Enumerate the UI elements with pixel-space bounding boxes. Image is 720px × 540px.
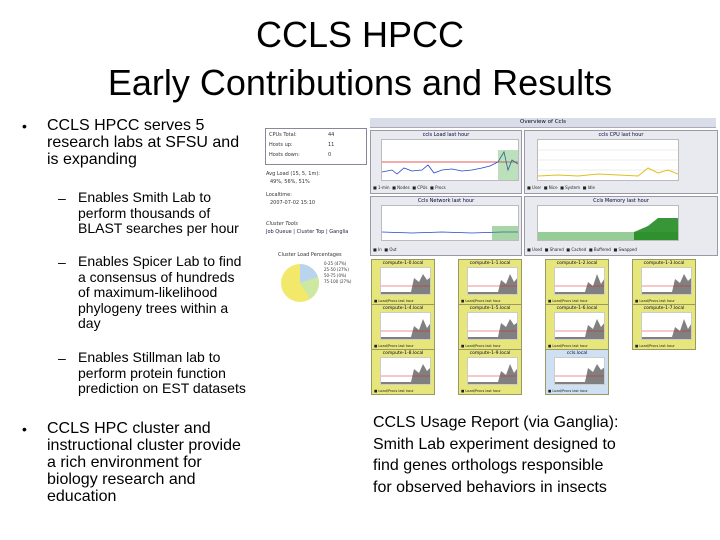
node-graph-legend: ■ Load/Procs last hour	[461, 299, 501, 303]
load-graph-plot	[382, 150, 518, 180]
pie-title: Cluster Load Percentages	[278, 252, 342, 258]
node-graph-plot	[467, 312, 518, 340]
bullet-marker: •	[22, 118, 27, 134]
bullet-serves-labs: CCLS HPCC serves 5 research labs at SFSU…	[47, 117, 240, 168]
node-graph-compute-1-3-local[interactable]: compute-1-3.local ■ Load/Procs last hour	[632, 259, 696, 305]
node-graph-legend: ■ Load/Procs last hour	[635, 299, 675, 303]
node-graph-ccls-local[interactable]: ccls.local ■ Load/Procs last hour	[545, 349, 609, 395]
node-graph-legend: ■ Load/Procs last hour	[461, 389, 501, 393]
node-graph-compute-1-4-local[interactable]: compute-1-4.local ■ Load/Procs last hour	[371, 304, 435, 350]
node-graph-title: ccls.local	[566, 351, 588, 356]
node-graph-plot	[554, 267, 605, 295]
node-graph-plot	[467, 357, 518, 385]
graph-cpu-last-hour[interactable]: ccls CPU last hour ■ User ■ Nice ■ Syste…	[524, 130, 718, 194]
node-graph-plot	[380, 267, 431, 295]
node-graph-title: compute-1-1.local	[469, 261, 511, 266]
sub-bullet-smith: Enables Smith Lab to perform thousands o…	[78, 189, 239, 236]
dash-marker: –	[58, 254, 66, 270]
memory-graph-plot	[538, 218, 678, 240]
sub-bullet-stillman: Enables Stillman lab to perform protein …	[78, 349, 246, 396]
network-graph-plot	[382, 226, 518, 240]
summary-table: CPUs Total: 44 Hosts up: 11 Hosts down: …	[265, 128, 367, 165]
node-graph-compute-1-5-local[interactable]: compute-1-5.local ■ Load/Procs last hour	[458, 304, 522, 350]
cpu-graph-plot	[538, 149, 678, 177]
node-graph-legend: ■ Load/Procs last hour	[461, 344, 501, 348]
node-graph-title: compute-1-9.local	[469, 351, 511, 356]
node-graph-compute-1-7-local[interactable]: compute-1-7.local ■ Load/Procs last hour	[632, 304, 696, 350]
node-graph-compute-1-2-local[interactable]: compute-1-2.local ■ Load/Procs last hour	[545, 259, 609, 305]
node-graph-plot	[380, 312, 431, 340]
node-graph-title: compute-1-3.local	[643, 261, 685, 266]
localtime-value: 2007-07-02 15:10	[270, 200, 316, 206]
slide-title-line1: CCLS HPCC	[255, 14, 465, 55]
node-graph-legend: ■ Load/Procs last hour	[635, 344, 675, 348]
graph-memory-last-hour[interactable]: Ccls Memory last hour ■ Used ■ Shared ■ …	[524, 196, 718, 256]
cluster-load-pie-panel: Cluster Load Percentages 0-25 (47%) 25-5…	[276, 252, 366, 307]
node-graph-title: compute-1-7.local	[643, 306, 685, 311]
cluster-tools-label: Cluster Tools	[266, 221, 298, 227]
pie-slice-blue	[300, 264, 318, 283]
node-graph-legend: ■ Load/Procs last hour	[548, 344, 588, 348]
node-graph-plot	[554, 357, 605, 385]
localtime-label: Localtime:	[266, 192, 292, 198]
dash-marker: –	[58, 350, 66, 366]
node-graph-title: compute-1-0.local	[382, 261, 424, 266]
cluster-summary-panel: CPUs Total: 44 Hosts up: 11 Hosts down: …	[264, 127, 368, 245]
sub-bullet-spicer: Enables Spicer Lab to find a consensus o…	[78, 253, 242, 331]
node-graph-title: compute-1-8.local	[382, 351, 424, 356]
node-graph-compute-1-9-local[interactable]: compute-1-9.local ■ Load/Procs last hour	[458, 349, 522, 395]
node-graph-plot	[380, 357, 431, 385]
graph-network-last-hour[interactable]: Ccls Network last hour ■ In ■ Out	[370, 196, 522, 256]
node-graph-legend: ■ Load/Procs last hour	[548, 389, 588, 393]
node-graph-legend: ■ Load/Procs last hour	[374, 389, 414, 393]
node-graph-legend: ■ Load/Procs last hour	[374, 299, 414, 303]
node-graph-title: compute-1-2.local	[556, 261, 598, 266]
slide-title-line2: Early Contributions and Results	[107, 62, 613, 103]
node-graph-plot	[641, 312, 692, 340]
node-graph-compute-1-1-local[interactable]: compute-1-1.local ■ Load/Procs last hour	[458, 259, 522, 305]
avg-load-values: 49%, 56%, 51%	[270, 179, 310, 185]
node-graph-legend: ■ Load/Procs last hour	[548, 299, 588, 303]
node-graph-title: compute-1-6.local	[556, 306, 598, 311]
node-graph-legend: ■ Load/Procs last hour	[374, 344, 414, 348]
node-graph-title: compute-1-4.local	[382, 306, 424, 311]
node-graph-plot	[641, 267, 692, 295]
node-graph-plot	[467, 267, 518, 295]
node-graph-title: compute-1-5.local	[469, 306, 511, 311]
bullet-cluster-environment: CCLS HPC cluster and instructional clust…	[47, 420, 241, 505]
node-graph-compute-1-0-local[interactable]: compute-1-0.local ■ Load/Procs last hour	[371, 259, 435, 305]
pie-slice-green	[300, 277, 319, 299]
cluster-tools-links[interactable]: Job Queue | Cluster Top | Ganglia	[266, 229, 349, 235]
pie-chart	[281, 264, 319, 302]
dash-marker: –	[58, 190, 66, 206]
node-graph-compute-1-6-local[interactable]: compute-1-6.local ■ Load/Procs last hour	[545, 304, 609, 350]
avg-load-label: Avg Load (15, 5, 1m):	[266, 171, 320, 177]
overview-header: Overview of Ccls	[370, 118, 716, 128]
graph-load-last-hour[interactable]: ccls Load last hour ■ 1-min ■ Nodes ■ CP…	[370, 130, 522, 194]
node-graph-plot	[554, 312, 605, 340]
pie-legend: 0-25 (47%) 25-50 (27%) 50-75 (0%) 75-100…	[324, 261, 352, 284]
usage-report-caption: CCLS Usage Report (via Ganglia): Smith L…	[373, 414, 619, 496]
node-graph-compute-1-8-local[interactable]: compute-1-8.local ■ Load/Procs last hour	[371, 349, 435, 395]
bullet-marker: •	[22, 421, 27, 437]
